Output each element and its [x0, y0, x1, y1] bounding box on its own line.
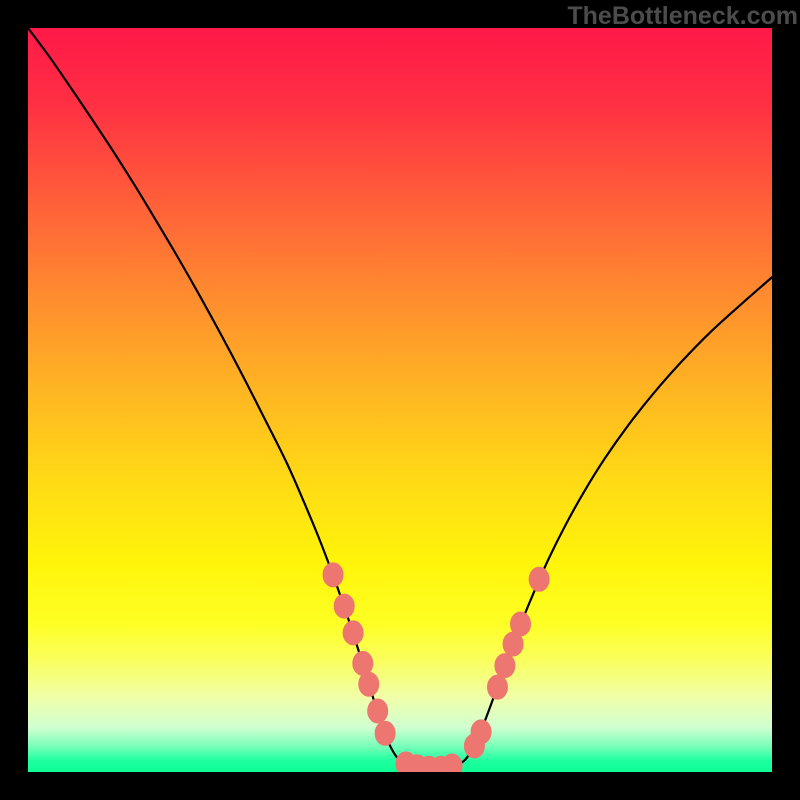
marker-point [471, 720, 491, 744]
chart-svg [28, 28, 772, 772]
marker-point [343, 621, 363, 645]
marker-point [529, 567, 549, 591]
marker-point [495, 654, 515, 678]
chart-background [28, 28, 772, 772]
marker-point [368, 699, 388, 723]
marker-point [487, 675, 507, 699]
marker-point [334, 594, 354, 618]
watermark-text: TheBottleneck.com [560, 2, 798, 31]
marker-point [442, 754, 462, 772]
chart-plot-area [28, 28, 772, 772]
marker-point [323, 563, 343, 587]
marker-point [359, 672, 379, 696]
marker-point [511, 612, 531, 636]
marker-point [375, 721, 395, 745]
